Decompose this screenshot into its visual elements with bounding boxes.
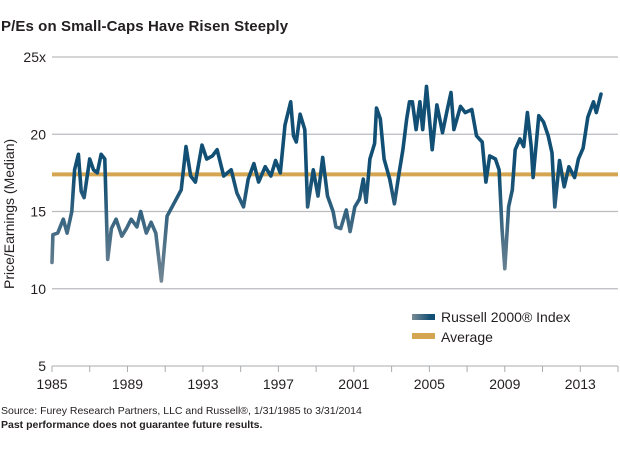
source-note: Source: Furey Research Partners, LLC and… — [1, 405, 362, 417]
x-tick-label: 2013 — [565, 376, 596, 392]
legend-label-average: Average — [441, 329, 493, 345]
y-tick-label: 25x — [23, 49, 46, 65]
x-tick-label: 2001 — [338, 376, 369, 392]
gridlines — [52, 56, 618, 290]
x-tick-label: 1985 — [36, 376, 67, 392]
x-axis: 1985 1989 1993 1997 2001 2005 2009 2013 — [36, 365, 619, 392]
y-tick-label: 5 — [38, 358, 46, 374]
x-tick-label: 1997 — [263, 376, 294, 392]
legend: Russell 2000® Index Average — [412, 309, 570, 345]
chart-title: P/Es on Small-Caps Have Risen Steeply — [1, 18, 289, 35]
chart-svg: 25x 20 15 10 5 1985 1989 1993 1997 2001 2005 2009 2… — [23, 49, 619, 392]
y-tick-label: 10 — [30, 281, 46, 297]
x-tick-label: 1989 — [112, 376, 143, 392]
russell-2000-line — [50, 84, 603, 283]
legend-swatch-russell — [412, 314, 435, 320]
y-tick-label: 15 — [30, 204, 46, 220]
y-tick-labels: 25x 20 15 10 5 — [23, 49, 46, 374]
russell-series-group — [50, 84, 603, 283]
disclaimer-note: Past performance does not guarantee futu… — [1, 419, 263, 431]
legend-label-russell: Russell 2000® Index — [441, 309, 570, 325]
legend-swatch-average — [412, 333, 435, 339]
x-tick-label: 1993 — [187, 376, 218, 392]
x-tick-label: 2009 — [489, 376, 520, 392]
y-tick-label: 20 — [30, 126, 46, 142]
x-tick-label: 2005 — [414, 376, 445, 392]
